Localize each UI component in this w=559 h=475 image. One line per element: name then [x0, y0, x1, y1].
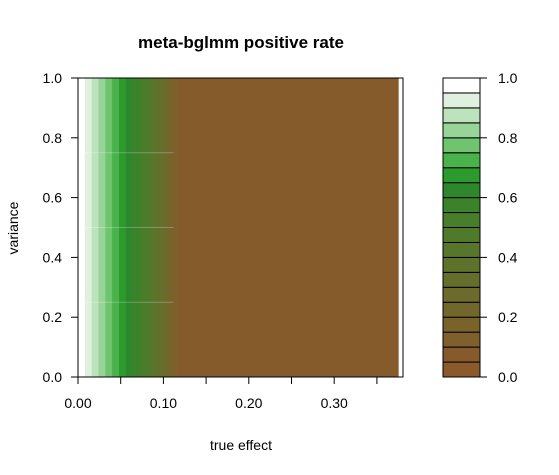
colorbar-tick-label: 0.0: [498, 369, 518, 385]
colorbar-swatch: [442, 241, 481, 258]
y-tick-label: 0.6: [43, 190, 63, 206]
colorbar-swatch: [442, 77, 481, 94]
colorbar-swatch: [442, 167, 481, 184]
colorbar-swatch: [442, 197, 481, 214]
heatmap-band: [98, 78, 106, 377]
colorbar-swatch: [442, 137, 481, 154]
colorbar-swatch: [442, 361, 481, 378]
y-tick-label: 0.4: [43, 249, 63, 265]
x-tick-label: 0.20: [235, 395, 262, 411]
heatmap-band: [78, 78, 86, 377]
y-tick-label: 1.0: [43, 70, 63, 86]
colorbar-tick-label: 0.2: [498, 309, 518, 325]
colorbar-tick-label: 0.8: [498, 130, 518, 146]
heatmap-band: [145, 78, 151, 377]
heatmap-band: [84, 78, 93, 377]
x-tick-label: 0.10: [150, 395, 177, 411]
colorbar-swatch: [442, 152, 481, 169]
colorbar-tick-label: 0.4: [498, 249, 518, 265]
heatmap-band: [105, 78, 113, 377]
colorbar-swatch: [442, 92, 481, 109]
x-axis: 0.00 0.10 0.20 0.30: [64, 376, 378, 411]
heatmap-band: [163, 78, 168, 377]
colorbar-swatch: [442, 316, 481, 333]
heatmap-band: [177, 78, 399, 377]
y-axis-label: variance: [5, 201, 21, 254]
chart-title: meta-bglmm positive rate: [138, 33, 344, 52]
colorbar-swatch: [442, 107, 481, 124]
y-tick-label: 0.2: [43, 309, 63, 325]
heatmap-band: [118, 78, 127, 377]
x-tick-label: 0.00: [64, 395, 91, 411]
heatmap-band: [112, 78, 120, 377]
colorbar-swatch: [442, 286, 481, 303]
heatmap-band: [125, 78, 134, 377]
y-axis: 0.0 0.2 0.4 0.6 0.8 1.0: [43, 70, 79, 385]
colorbar-swatch: [442, 331, 481, 348]
colorbar-axis: 0.0 0.2 0.4 0.6 0.8 1.0: [479, 70, 518, 385]
x-axis-label: true effect: [210, 437, 272, 453]
colorbar-swatch: [442, 301, 481, 318]
y-tick-label: 0.0: [43, 369, 63, 385]
y-tick-label: 0.8: [43, 130, 63, 146]
heatmap-band: [154, 78, 160, 377]
colorbar-swatch: [442, 346, 481, 363]
heatmap-band: [91, 78, 99, 377]
heatmap-band: [170, 78, 175, 377]
colorbar-tick-label: 1.0: [498, 70, 518, 86]
colorbar-swatch: [442, 122, 481, 139]
heatmap-band: [159, 78, 164, 377]
colorbar-swatch: [442, 182, 481, 199]
colorbar-swatch: [442, 227, 481, 243]
colorbar-swatch: [442, 212, 481, 229]
colorbar-swatch: [442, 271, 481, 288]
colorbar: [442, 77, 481, 378]
x-tick-label: 0.30: [321, 395, 348, 411]
heatmap-bands: [78, 78, 399, 377]
heatmap-band: [173, 78, 178, 377]
heatmap-band: [166, 78, 171, 377]
colorbar-tick-label: 0.6: [498, 190, 518, 206]
heatmap-band: [132, 78, 140, 377]
heatmap-band: [150, 78, 156, 377]
colorbar-swatch: [442, 256, 481, 273]
heatmap-band: [139, 78, 146, 377]
